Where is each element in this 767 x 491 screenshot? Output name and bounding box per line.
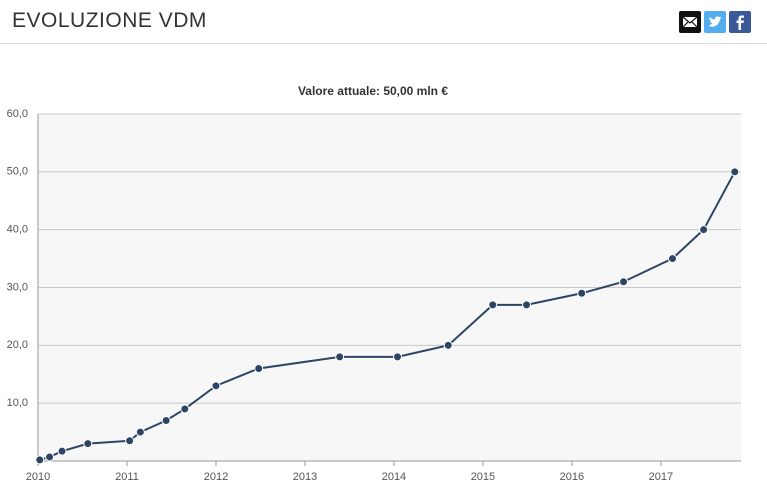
point xyxy=(443,340,453,350)
x-tick-label: 2012 xyxy=(204,471,228,483)
y-tick-label: 10,0 xyxy=(7,397,28,409)
point xyxy=(619,277,629,287)
facebook-button[interactable] xyxy=(729,11,751,33)
x-tick-label: 2015 xyxy=(471,471,495,483)
point xyxy=(254,363,264,373)
point xyxy=(393,352,403,362)
line xyxy=(39,171,736,461)
page-title: EVOLUZIONE VDM xyxy=(12,9,207,32)
point xyxy=(211,381,221,391)
point xyxy=(488,300,498,310)
point xyxy=(335,352,345,362)
y-tick-label: 50,0 xyxy=(7,166,28,178)
point xyxy=(699,225,709,235)
point xyxy=(135,427,145,437)
point xyxy=(57,446,67,456)
x-tick-label: 2010 xyxy=(26,471,50,483)
point xyxy=(45,452,55,462)
x-tick-label: 2016 xyxy=(560,471,584,483)
x-tick-label: 2011 xyxy=(115,471,139,483)
chart-title: Valore attuale: 50,00 mln € xyxy=(298,84,448,98)
point xyxy=(161,416,171,426)
x-tick-label: 2014 xyxy=(382,471,406,483)
x-tick-label: 2013 xyxy=(293,471,317,483)
twitter-button[interactable] xyxy=(704,11,726,33)
y-tick-label: 30,0 xyxy=(7,281,28,293)
x-tick-label: 2017 xyxy=(649,471,673,483)
point xyxy=(125,436,135,446)
point xyxy=(730,167,740,177)
y-tick-label: 60,0 xyxy=(7,108,28,120)
point xyxy=(180,404,190,414)
point xyxy=(667,254,677,264)
point xyxy=(83,439,93,449)
y-tick-label: 40,0 xyxy=(7,224,28,236)
header: EVOLUZIONE VDM xyxy=(0,0,767,44)
point xyxy=(522,300,532,310)
y-tick-label: 20,0 xyxy=(7,339,28,351)
mail-button[interactable] xyxy=(679,11,701,33)
point xyxy=(35,455,45,465)
point xyxy=(577,288,587,298)
chart: Valore attuale: 50,00 mln € 10,0 20,0 30,0… xyxy=(7,84,741,483)
